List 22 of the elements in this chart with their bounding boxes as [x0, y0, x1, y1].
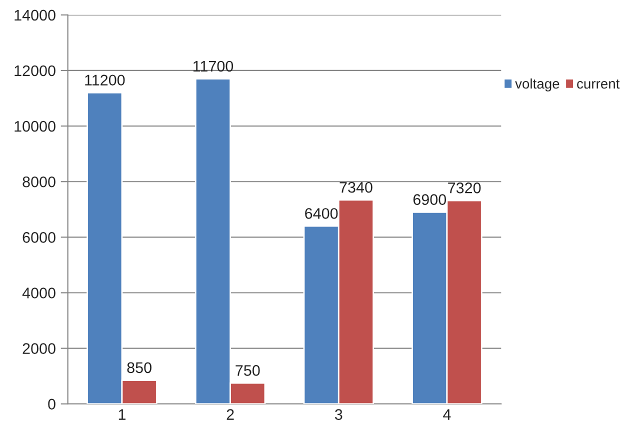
y-tick-label: 14000: [14, 10, 56, 21]
data-label: 850: [127, 362, 152, 374]
data-label: 7320: [448, 182, 481, 194]
data-label: 6400: [305, 208, 338, 219]
y-tick-label: 4000: [22, 288, 56, 298]
legend-label: current: [577, 80, 620, 89]
y-tick-label: 12000: [14, 65, 56, 76]
y-tick-label: 6000: [22, 232, 56, 243]
y-tick-label: 10000: [14, 120, 56, 132]
data-label: 11200: [85, 74, 125, 86]
x-tick-label: 4: [443, 409, 451, 420]
data-label: 11700: [193, 60, 234, 72]
x-tick-label: 3: [334, 409, 342, 420]
y-tick-label: 8000: [22, 176, 56, 188]
x-tick-label: 1: [118, 409, 126, 420]
legend-label: voltage: [515, 78, 560, 92]
x-tick-label: 2: [226, 409, 234, 420]
y-tick-label: 2000: [22, 343, 56, 354]
y-tick-label: 0: [48, 398, 56, 410]
data-label: 6900: [413, 194, 446, 205]
data-label: 7340: [340, 182, 372, 193]
data-label: 750: [236, 365, 260, 376]
